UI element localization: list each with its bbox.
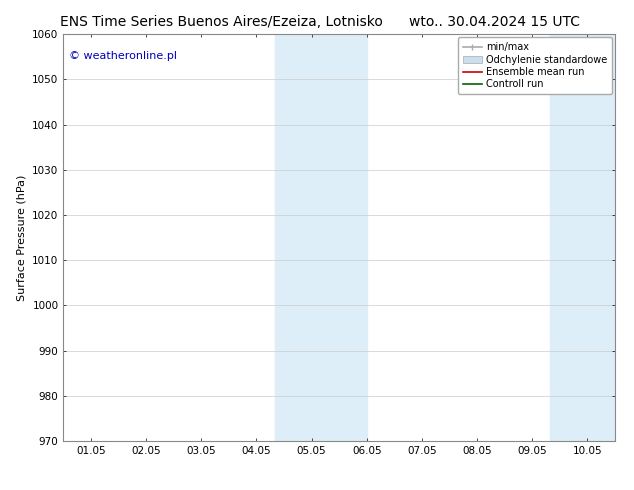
Bar: [275, 34, 312, 441]
Text: wto.. 30.04.2024 15 UTC: wto.. 30.04.2024 15 UTC: [409, 15, 580, 29]
Bar: [312, 34, 367, 441]
Y-axis label: Surface Pressure (hPa): Surface Pressure (hPa): [16, 174, 27, 301]
Text: © weatheronline.pl: © weatheronline.pl: [69, 50, 177, 61]
Text: ENS Time Series Buenos Aires/Ezeiza, Lotnisko: ENS Time Series Buenos Aires/Ezeiza, Lot…: [60, 15, 384, 29]
Bar: [550, 34, 588, 441]
Legend: min/max, Odchylenie standardowe, Ensemble mean run, Controll run: min/max, Odchylenie standardowe, Ensembl…: [458, 37, 612, 94]
Bar: [588, 34, 615, 441]
